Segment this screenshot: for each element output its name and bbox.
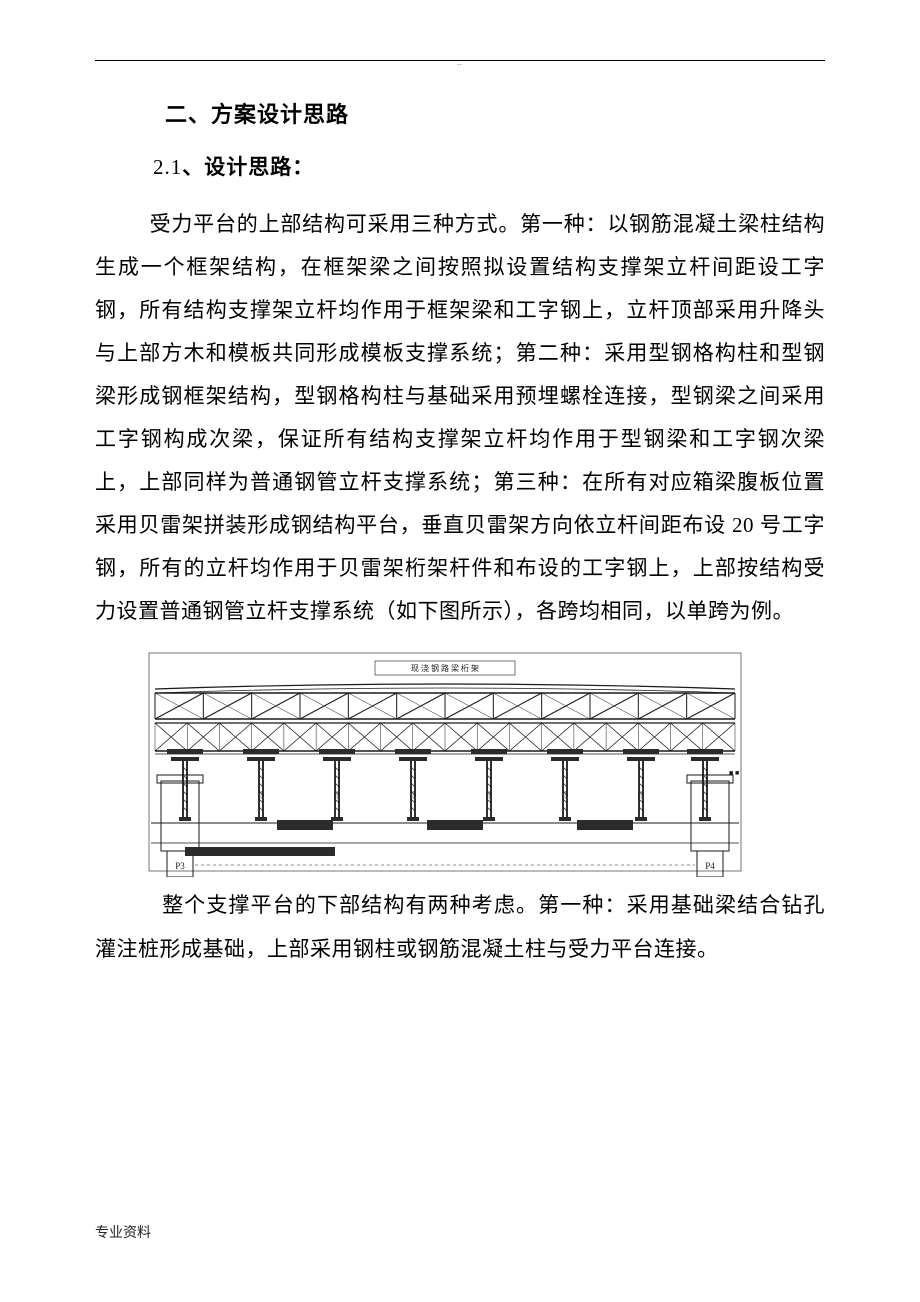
paragraph-2: 整个支撑平台的下部结构有两种考虑。第一种：采用基础梁结合钻孔灌注桩形成基础，上部… <box>95 884 825 970</box>
svg-text:/|\: /|\ <box>486 790 493 799</box>
section-subheading: 2.1、设计思路： <box>153 151 825 181</box>
paragraph-1: 受力平台的上部结构可采用三种方式。第一种：以钢筋混凝土梁柱结构生成一个框架结构，… <box>95 203 825 633</box>
subheading-text: 、设计思路： <box>182 155 314 179</box>
page: .. 二、方案设计思路 2.1、设计思路： 受力平台的上部结构可采用三种方式。第… <box>0 0 920 1302</box>
paragraph-1a: 受力平台的上部结构可采用三种方式。第一种：以钢筋混凝土梁柱结构生成一个框架结构，… <box>95 212 825 537</box>
subheading-number: 2.1 <box>153 155 182 179</box>
truss-diagram: 现 浇 钢 路 梁 桁 架 /|\ /|\ /|\ /|\ /|\ /|\ P3 P4 ■ ■ <box>135 647 755 882</box>
header-rule <box>95 60 825 61</box>
svg-text:P3: P3 <box>175 861 185 871</box>
svg-text:P4: P4 <box>705 861 715 871</box>
paragraph-1-num: 20 <box>726 513 760 537</box>
svg-text:/|\: /|\ <box>410 790 417 799</box>
svg-text:■ ■: ■ ■ <box>729 769 739 777</box>
svg-text:/|\: /|\ <box>638 790 645 799</box>
footer-text: 专业资料 <box>95 1222 151 1242</box>
svg-text:/|\: /|\ <box>334 790 341 799</box>
truss-svg: 现 浇 钢 路 梁 桁 架 /|\ /|\ /|\ /|\ /|\ /|\ P3 P4 ■ ■ <box>135 647 755 877</box>
svg-text:/|\: /|\ <box>562 790 569 799</box>
section-heading: 二、方案设计思路 <box>165 97 825 129</box>
svg-text:/|\: /|\ <box>258 790 265 799</box>
svg-text:现 浇 钢 路 梁 桁 架: 现 浇 钢 路 梁 桁 架 <box>411 663 479 673</box>
